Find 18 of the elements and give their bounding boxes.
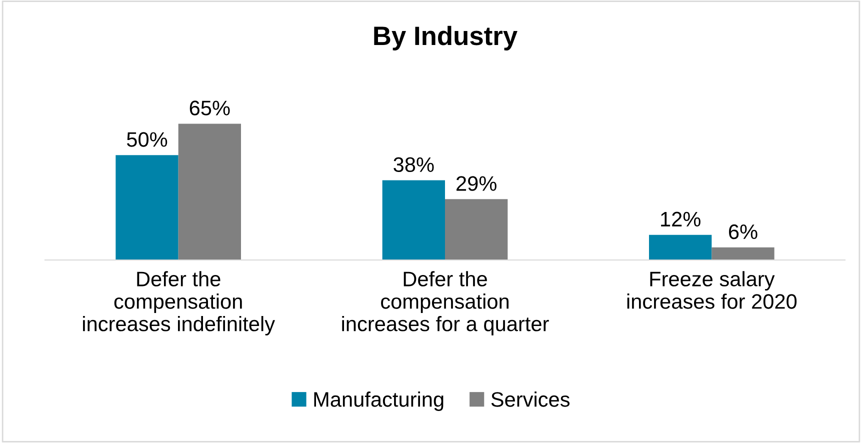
- legend-label: Manufacturing: [314, 392, 444, 411]
- x-tick-label: Defer the compensation increases for a quarter: [342, 271, 549, 336]
- data-label: 6%: [729, 224, 758, 240]
- bar: [116, 155, 178, 260]
- bar: [712, 247, 774, 260]
- bar: [382, 180, 445, 260]
- legend-label: Services: [491, 392, 570, 407]
- data-label: 29%: [456, 176, 496, 191]
- x-tick-label: Freeze salary increases for 2020: [627, 271, 797, 309]
- bar: [445, 199, 508, 260]
- data-label: 65%: [190, 100, 230, 116]
- chart-title: By Industry: [374, 26, 518, 50]
- x-tick-label: Defer the compensation increases indefinitely: [83, 271, 275, 336]
- bar: [649, 234, 712, 260]
- bar: [178, 124, 241, 260]
- data-label: 38%: [394, 157, 434, 172]
- data-label: 12%: [661, 212, 700, 226]
- data-label: 50%: [126, 132, 168, 147]
